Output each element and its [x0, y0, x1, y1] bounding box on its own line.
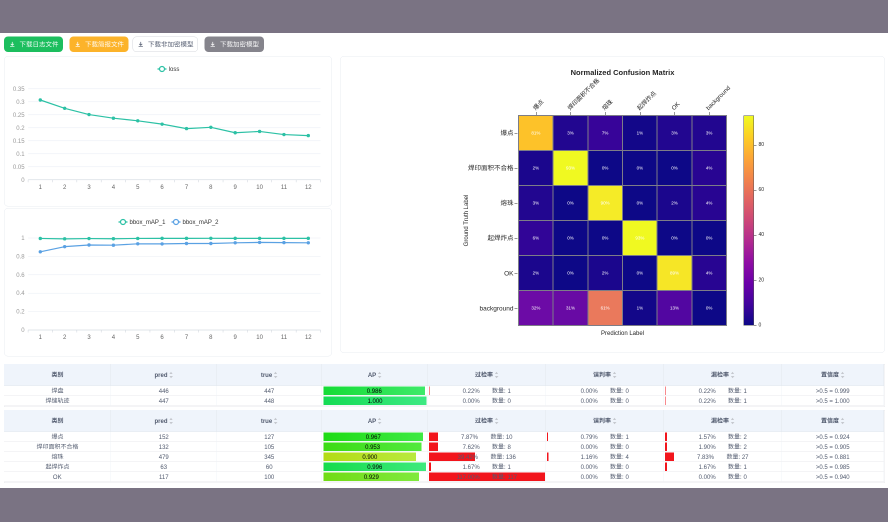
svg-text:9: 9	[234, 335, 238, 341]
svg-text:0.4: 0.4	[16, 291, 25, 297]
svg-text:11: 11	[281, 335, 288, 341]
svg-text:3: 3	[87, 185, 91, 191]
svg-text:0.05: 0.05	[13, 165, 25, 171]
svg-text:0: 0	[21, 178, 25, 184]
svg-text:9: 9	[234, 185, 238, 191]
svg-text:11: 11	[281, 185, 288, 191]
svg-text:0: 0	[21, 328, 25, 334]
svg-text:0.25: 0.25	[13, 113, 25, 119]
svg-text:0.35: 0.35	[13, 87, 25, 93]
svg-text:6: 6	[160, 335, 164, 341]
svg-text:6: 6	[160, 185, 164, 191]
svg-text:0.2: 0.2	[16, 126, 25, 132]
svg-text:10: 10	[256, 335, 263, 341]
svg-text:10: 10	[256, 185, 263, 191]
svg-text:0.6: 0.6	[16, 273, 25, 279]
svg-text:7: 7	[185, 335, 189, 341]
svg-text:0.15: 0.15	[13, 139, 25, 145]
svg-text:4: 4	[112, 335, 116, 341]
svg-text:5: 5	[136, 185, 140, 191]
svg-text:12: 12	[305, 335, 312, 341]
svg-text:5: 5	[136, 335, 140, 341]
svg-text:8: 8	[209, 185, 213, 191]
svg-text:2: 2	[63, 185, 67, 191]
svg-text:7: 7	[185, 185, 189, 191]
svg-text:0.8: 0.8	[16, 254, 25, 260]
svg-text:4: 4	[112, 185, 116, 191]
svg-text:0.3: 0.3	[16, 100, 25, 106]
svg-text:12: 12	[305, 185, 312, 191]
svg-text:8: 8	[209, 335, 213, 341]
svg-text:3: 3	[87, 335, 91, 341]
svg-text:1: 1	[39, 335, 43, 341]
svg-text:0.2: 0.2	[16, 310, 25, 316]
svg-text:2: 2	[63, 335, 67, 341]
svg-text:0.1: 0.1	[16, 152, 25, 158]
svg-text:1: 1	[21, 236, 25, 242]
svg-text:1: 1	[39, 185, 43, 191]
